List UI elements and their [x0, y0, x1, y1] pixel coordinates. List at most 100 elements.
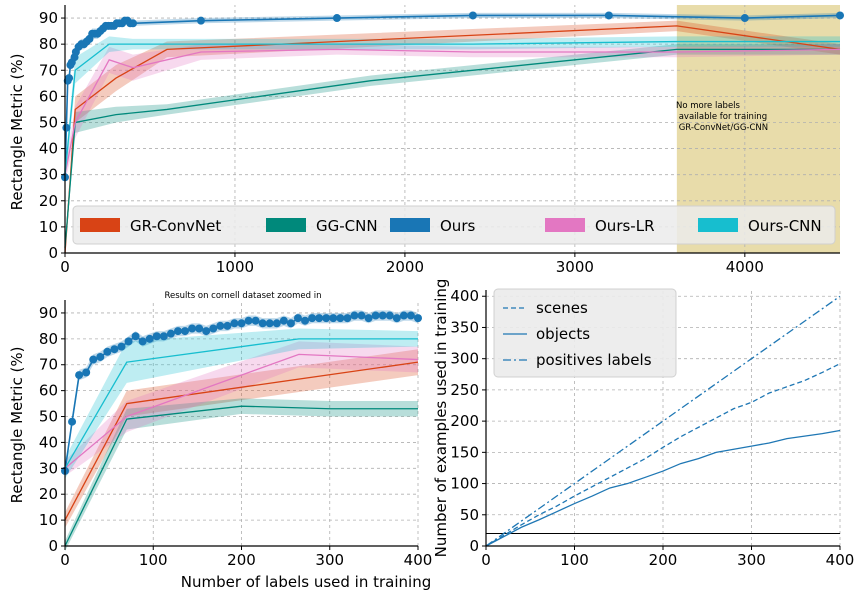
legend-swatch-gr-convnet	[80, 218, 120, 232]
legend-label-scenes: scenes	[536, 299, 588, 317]
point-ours	[836, 11, 844, 20]
point-ours	[223, 321, 232, 330]
point-ours	[196, 16, 205, 25]
point-ours	[308, 314, 317, 323]
point-ours	[322, 314, 331, 323]
point-ours	[272, 319, 281, 328]
x-tick-label: 200	[227, 551, 256, 569]
y-tick-label: 20	[39, 485, 58, 503]
point-ours	[406, 311, 415, 320]
line-scenes	[485, 363, 841, 547]
y-tick-label: 20	[39, 192, 58, 210]
y-tick-label: 50	[39, 113, 58, 131]
x-tick-label: 300	[737, 551, 766, 569]
point-ours	[65, 74, 74, 83]
point-ours	[138, 337, 147, 346]
point-ours	[315, 314, 324, 323]
band-gr-convnet	[65, 349, 418, 528]
point-ours	[82, 368, 91, 377]
y-tick-label: 300	[450, 350, 479, 368]
annotation-line-3: GR-ConvNet/GG-CNN	[676, 123, 768, 133]
point-ours	[230, 319, 239, 328]
y-tick-label: 90	[39, 304, 58, 322]
band-ours-lr	[65, 341, 418, 477]
point-ours	[336, 314, 345, 323]
point-ours	[414, 314, 422, 323]
y-tick-label: 0	[48, 537, 58, 555]
point-ours	[188, 324, 197, 333]
annotation-line-2: available for training	[676, 112, 767, 122]
point-ours	[202, 327, 211, 336]
line-ours-lr	[64, 353, 419, 469]
x-tick-label: 0	[60, 551, 70, 569]
zoomed-chart: Results on cornell dataset zoomed in 0 10…	[8, 291, 432, 591]
y-tick-label: 200	[450, 412, 479, 430]
point-ours	[343, 314, 352, 323]
annotation-line-1: No more labels	[676, 101, 741, 111]
top-y-axis-label: Rectangle Metric (%)	[8, 54, 26, 211]
x-tick-label: 4000	[726, 258, 764, 276]
line-gr-convnet	[64, 361, 419, 521]
legend-swatch-ours-cnn	[698, 218, 738, 232]
point-ours	[265, 319, 274, 328]
y-tick-label: 10	[39, 218, 58, 236]
y-tick-label: 0	[48, 244, 58, 262]
legend-label-ours: Ours	[440, 217, 475, 235]
y-tick-label: 30	[39, 166, 58, 184]
legend-swatch-ours-lr	[545, 218, 585, 232]
point-ours	[385, 311, 394, 320]
point-ours	[75, 371, 84, 380]
y-tick-label: 60	[39, 382, 58, 400]
point-ours	[166, 329, 175, 338]
point-ours	[350, 311, 359, 320]
y-tick-label: 50	[39, 408, 58, 426]
point-ours	[103, 347, 112, 356]
x-tick-label: 400	[826, 551, 855, 569]
y-tick-label: 60	[39, 87, 58, 105]
point-ours	[145, 334, 154, 343]
y-tick-label: 30	[39, 459, 58, 477]
x-tick-label: 3000	[556, 258, 594, 276]
line-ours-cnn	[64, 40, 840, 175]
counts-ticks: 0 100 200 300 400 0 50 100 150 200 250 300 350 400	[450, 287, 854, 569]
y-tick-label: 250	[450, 381, 479, 399]
y-tick-label: 70	[39, 61, 58, 79]
point-ours	[286, 319, 295, 328]
point-ours	[62, 123, 71, 132]
zoomed-y-axis-label: Rectangle Metric (%)	[8, 347, 26, 504]
top-legend: GR-ConvNet GG-CNN Ours Ours-LR Ours-CNN	[72, 205, 836, 245]
zoomed-markers	[61, 311, 422, 475]
line-ours-cnn	[64, 338, 418, 469]
top-ticks: 0 1000 2000 3000 4000 0 10 20 30 40 50 60 70 80 90	[39, 9, 764, 276]
legend-frame	[72, 205, 836, 245]
point-ours	[364, 314, 373, 323]
region-annotation: No more labels available for training GR…	[676, 101, 768, 133]
zoomed-ticks: 0 100 200 300 400 0 10 20 30 40 50 60 70 80 90	[39, 304, 432, 569]
point-ours	[181, 327, 190, 336]
point-ours	[89, 355, 98, 364]
top-markers	[61, 11, 844, 182]
y-tick-label: 90	[39, 9, 58, 27]
point-ours	[293, 314, 302, 323]
y-tick-label: 150	[450, 443, 479, 461]
legend-swatch-gg-cnn	[266, 218, 306, 232]
point-ours	[209, 324, 218, 333]
x-tick-label: 2000	[386, 258, 424, 276]
zoomed-chart-title: Results on cornell dataset zoomed in	[164, 291, 321, 301]
point-ours	[152, 332, 161, 341]
band-ours-cnn	[65, 328, 418, 479]
band-ours-lr	[65, 44, 840, 183]
y-tick-label: 400	[450, 287, 479, 305]
point-ours	[329, 314, 338, 323]
legend-label-ours-lr: Ours-LR	[595, 217, 655, 235]
counts-legend: scenes objects positives labels	[493, 288, 677, 378]
legend-label-objects: objects	[536, 325, 590, 343]
top-lines	[64, 14, 841, 254]
point-ours	[96, 352, 105, 361]
point-ours	[392, 314, 401, 323]
point-ours	[124, 337, 133, 346]
y-tick-label: 0	[469, 537, 479, 555]
point-ours	[371, 311, 380, 320]
point-ours	[357, 311, 366, 320]
